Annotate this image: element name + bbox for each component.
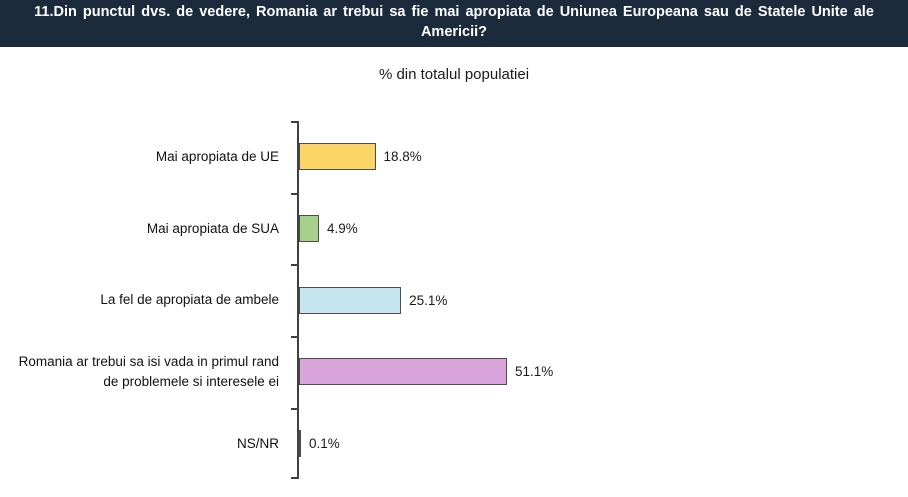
category-label: NS/NR: [236, 435, 279, 451]
bar-row: Romania ar trebui sa isi vada in primul …: [0, 336, 908, 408]
axis-tick: [291, 192, 297, 195]
bar-zone: 0.1%: [299, 429, 340, 457]
plot-area: Mai apropiata de UE 18.8% Mai apropiata de…: [0, 121, 908, 481]
bar: [299, 286, 402, 314]
value-label: 0.1%: [309, 435, 340, 451]
bar-zone: 4.9%: [299, 215, 358, 243]
bar-zone: 18.8%: [299, 143, 422, 171]
y-axis: [297, 121, 299, 480]
value-label: 51.1%: [514, 364, 554, 380]
bar-zone: 25.1%: [299, 286, 448, 314]
bar-row: Mai apropiata de UE 18.8%: [0, 121, 908, 193]
axis-tick: [291, 264, 297, 267]
bar: [299, 358, 507, 386]
value-label: 25.1%: [409, 292, 448, 308]
category-label: Mai apropiata de SUA: [146, 220, 279, 236]
bar: [299, 429, 301, 457]
question-header: 11.Din punctul dvs. de vedere, Romania a…: [0, 0, 908, 48]
axis-tick: [291, 335, 297, 338]
value-label: 18.8%: [383, 149, 422, 165]
category-label: Mai apropiata de UE: [155, 149, 279, 165]
value-label: 4.9%: [326, 221, 358, 237]
axis-tick: [291, 407, 297, 410]
bar-zone: 51.1%: [299, 358, 554, 386]
bar: [299, 215, 319, 243]
bar: [299, 143, 376, 171]
question-title: 11.Din punctul dvs. de vedere, Romania a…: [34, 4, 874, 40]
bar-row: Mai apropiata de SUA 4.9%: [0, 193, 908, 265]
bar-row: La fel de apropiata de ambele 25.1%: [0, 264, 908, 336]
axis-tick: [291, 477, 297, 480]
chart-title: % din totalul populatiei: [378, 66, 530, 84]
axis-tick: [291, 121, 297, 124]
bar-row: NS/NR 0.1%: [0, 408, 908, 480]
category-label: La fel de apropiata de ambele: [100, 292, 279, 308]
category-label: Romania ar trebui sa isi vada in primul …: [18, 354, 279, 389]
